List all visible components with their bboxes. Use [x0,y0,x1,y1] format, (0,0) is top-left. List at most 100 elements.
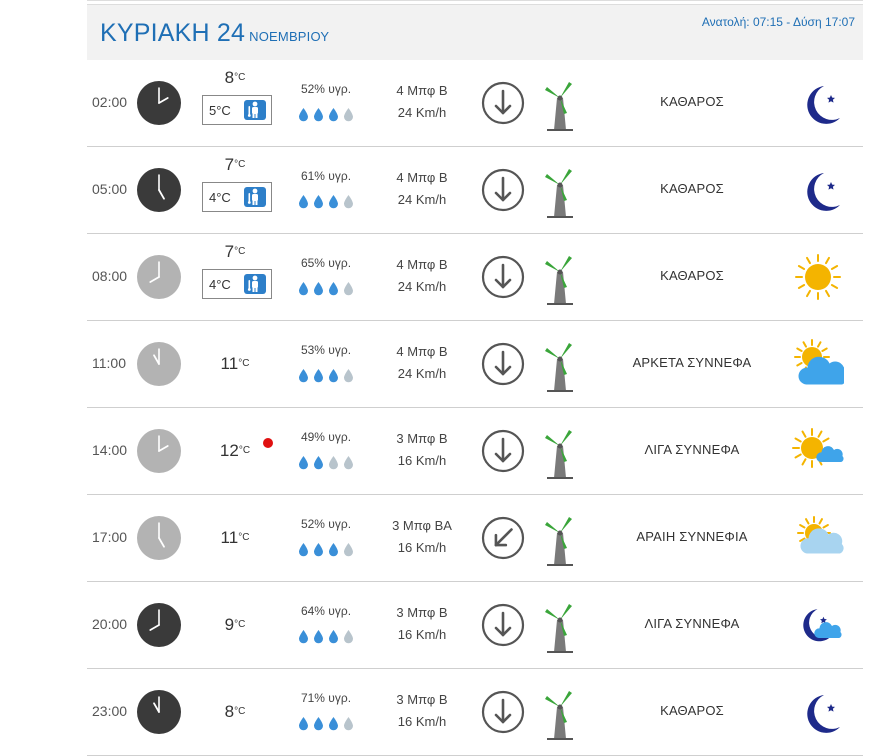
row-time: 20:00 [92,616,128,632]
wind-info: 3 Μπφ Β 16 Km/h [377,602,467,646]
humidity-drop-icon [327,455,340,475]
wind-beaufort: 4 Μπφ Β [396,83,448,98]
person-icon [244,274,266,294]
person-icon [244,187,266,207]
humidity-drop-icon [312,368,325,388]
condition-label: ΚΑΘΑΡΟΣ [660,268,724,283]
wind-beaufort: 3 Μπφ Β [396,431,448,446]
wind-info: 4 Μπφ Β 24 Km/h [377,80,467,124]
humidity-drop-icon [342,542,355,562]
humidity-drop-icon [327,629,340,649]
max-temp-dot-icon [263,438,273,448]
wind-beaufort: 4 Μπφ Β [396,257,448,272]
humidity-drop-icon [312,194,325,214]
sun-icon [792,252,844,302]
humidity-drops [293,368,359,388]
temperature: 11°C [215,354,255,374]
temperature-value: 11 [220,354,239,373]
wind-beaufort: 4 Μπφ Β [396,344,448,359]
temperature-unit: °C [234,619,246,630]
wind-beaufort: 4 Μπφ Β [396,170,448,185]
forecast-row: 17:00 11°C 52% υγρ. 3 Μπφ ΒΑ 16 Km/h ΑΡΑΙΗ … [87,495,863,582]
temperature-unit: °C [234,246,246,257]
clock-icon [136,167,182,213]
clock-icon [136,254,182,300]
wind-direction-arrow-icon [480,428,526,474]
condition-label: ΛΙΓΑ ΣΥΝΝΕΦΑ [644,442,740,457]
humidity-drop-icon [312,542,325,562]
row-time: 23:00 [92,703,128,719]
humidity-drop-icon [297,455,310,475]
temperature-value: 8 [224,702,235,721]
temperature-unit: °C [238,532,250,543]
humidity-drop-icon [327,716,340,736]
feels-like-box: 5°C [202,95,272,125]
wind-info: 4 Μπφ Β 24 Km/h [377,341,467,385]
clock-icon [136,515,182,561]
humidity: 52% υγρ. [300,82,352,96]
humidity-drops [293,542,359,562]
wind-speed: 24 Km/h [397,105,447,120]
humidity-drop-icon [342,716,355,736]
temperature: 9°C [215,615,255,635]
condition-label: ΛΙΓΑ ΣΥΝΝΕΦΑ [644,616,740,631]
wind-turbine-icon [537,78,583,132]
clock-icon [136,428,182,474]
temperature-value: 12 [219,441,239,460]
moon-icon [792,78,844,128]
wind-speed: 16 Km/h [397,453,447,468]
humidity-drop-icon [327,107,340,127]
temperature-unit: °C [234,159,246,170]
wind-info: 4 Μπφ Β 24 Km/h [377,254,467,298]
feels-like-box: 4°C [202,182,272,212]
temperature-value: 7 [224,155,235,174]
wind-turbine-icon [537,339,583,393]
moon-cloud-icon [792,600,844,650]
wind-info: 4 Μπφ Β 24 Km/h [377,167,467,211]
temperature: 7°C [215,242,255,262]
wind-direction-arrow-icon [480,254,526,300]
humidity-drops [293,107,359,127]
sun-small-cloud-icon [792,426,844,476]
temperature-value: 9 [224,615,235,634]
humidity-drop-icon [327,368,340,388]
wind-beaufort: 3 Μπφ Β [396,692,448,707]
temperature: 12°C [215,441,255,461]
humidity-drop-icon [327,194,340,214]
sunrise-sunset: Ανατολή: 07:15 - Δύση 17:07 [701,15,855,29]
temperature: 8°C [215,702,255,722]
wind-speed: 24 Km/h [397,192,447,207]
humidity: 65% υγρ. [300,256,352,270]
temperature: 7°C [215,155,255,175]
temperature-unit: °C [234,706,246,717]
clock-icon [136,689,182,735]
condition-label: ΑΡΑΙΗ ΣΥΝΝΕΦΙΑ [636,529,748,544]
row-time: 11:00 [92,355,126,371]
wind-direction-arrow-icon [480,167,526,213]
forecast-row: 11:00 11°C 53% υγρ. 4 Μπφ Β 24 Km/h ΑΡΚΕΤΑ … [87,321,863,408]
humidity-drop-icon [297,194,310,214]
humidity-drop-icon [312,455,325,475]
forecast-row: 02:00 8°C 5°C 52% υγρ. 4 Μπφ Β 24 Km/h ΚΑΘΑΡ… [87,60,863,147]
condition-label: ΚΑΘΑΡΟΣ [660,181,724,196]
row-time: 17:00 [92,529,128,545]
humidity-drops [293,194,359,214]
humidity-drops [293,629,359,649]
temperature: 8°C [215,68,255,88]
wind-speed: 16 Km/h [397,627,447,642]
humidity-drop-icon [297,281,310,301]
row-time: 05:00 [92,181,128,197]
forecast-panel: ΚΥΡΙΑΚΗ 24 ΝΟΕΜΒΡΙΟΥ Ανατολή: 07:15 - Δύσ… [87,0,863,756]
feels-like-value: 5°C [209,102,231,118]
wind-direction-arrow-icon [480,602,526,648]
humidity-drop-icon [297,629,310,649]
wind-direction-arrow-icon [480,341,526,387]
humidity-drop-icon [297,107,310,127]
humidity-drop-icon [342,194,355,214]
humidity-drop-icon [312,281,325,301]
wind-turbine-icon [537,600,583,654]
feels-like-value: 4°C [209,189,231,205]
clock-icon [136,80,182,126]
humidity-drop-icon [312,107,325,127]
humidity-drop-icon [312,629,325,649]
